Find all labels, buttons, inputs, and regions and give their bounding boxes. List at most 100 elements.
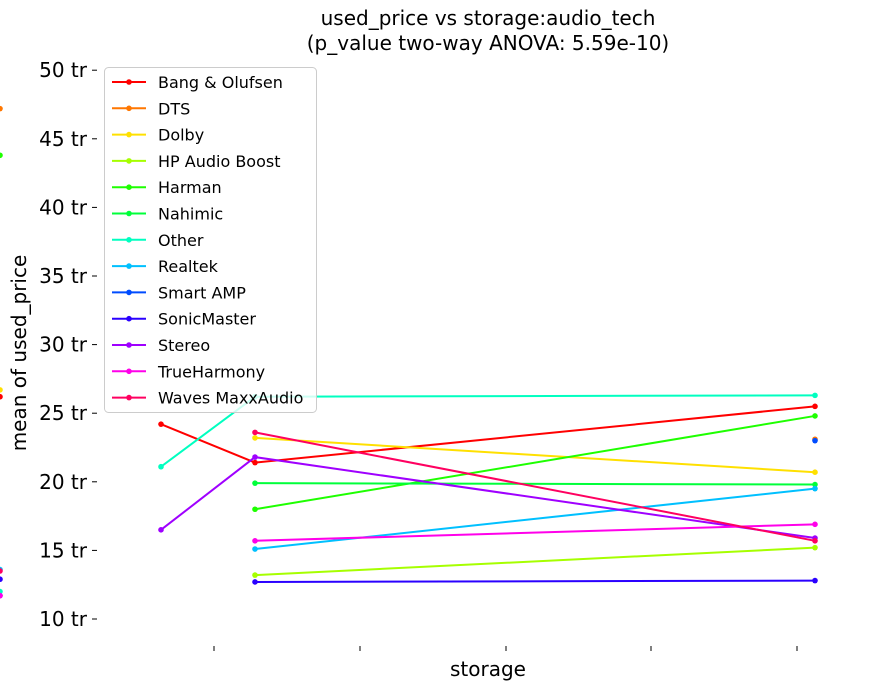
series-hp-audio-boost	[252, 544, 818, 578]
legend-label: Waves MaxxAudio	[158, 389, 303, 408]
data-point	[812, 413, 818, 419]
data-point	[0, 152, 3, 159]
legend-item: Dolby	[112, 126, 204, 145]
legend-item: DTS	[112, 99, 190, 118]
legend-swatch-marker	[126, 158, 132, 164]
y-tick-label: 20 tr	[39, 470, 88, 494]
data-point	[252, 506, 258, 513]
legend-swatch-marker	[126, 315, 132, 322]
data-point	[0, 387, 3, 393]
y-tick-label: 45 tr	[39, 127, 88, 151]
y-tick-label: 30 tr	[39, 333, 88, 357]
series-harman	[0, 152, 818, 513]
series-stereo	[0, 454, 818, 599]
legend-swatch-marker	[126, 263, 132, 269]
data-point	[812, 392, 818, 399]
series-waves-maxxaudio	[0, 429, 818, 574]
legend-label: Smart AMP	[158, 283, 246, 302]
legend-swatch-marker	[126, 342, 132, 348]
data-point	[252, 480, 258, 486]
series-dolby	[0, 387, 818, 475]
series-trueharmony	[0, 521, 818, 599]
legend-label: TrueHarmony	[157, 362, 265, 381]
series-line	[254, 431, 816, 542]
data-point	[812, 485, 818, 492]
legend-swatch-marker	[126, 105, 132, 112]
legend-item: TrueHarmony	[112, 362, 265, 381]
legend-label: Nahimic	[158, 205, 223, 224]
data-point	[812, 544, 818, 551]
series-line	[254, 546, 816, 577]
legend-swatch-marker	[126, 184, 132, 190]
data-point	[0, 588, 3, 595]
y-tick-label: 25 tr	[39, 401, 88, 425]
series-nahimic	[252, 480, 818, 488]
legend-swatch-marker	[126, 289, 132, 296]
legend-item: Bang & Olufsen	[112, 73, 283, 92]
data-point	[252, 579, 258, 585]
y-tick-label: 50 tr	[39, 58, 88, 82]
series-line	[160, 456, 816, 540]
legend-item: Nahimic	[112, 205, 223, 224]
data-point	[252, 537, 258, 544]
data-point	[0, 105, 3, 112]
y-tick-label: 15 tr	[39, 538, 88, 562]
legend-item: Realtek	[112, 257, 219, 276]
legend-frame	[104, 67, 317, 413]
data-point	[158, 463, 164, 470]
y-tick-label: 35 tr	[39, 264, 88, 288]
legend: Bang & Olufsen DTS Dolby HP Audio Boost Harm…	[104, 67, 317, 413]
series-line	[160, 405, 816, 464]
legend-label: DTS	[158, 99, 190, 118]
chart-title: used_price vs storage:audio_tech	[321, 6, 656, 30]
data-point	[812, 469, 818, 475]
legend-item: HP Audio Boost	[112, 152, 281, 171]
series-sonicmaster	[0, 576, 818, 585]
series-line	[254, 436, 816, 474]
series-line	[254, 482, 816, 486]
legend-label: Bang & Olufsen	[158, 73, 283, 92]
legend-item: SonicMaster	[112, 310, 256, 329]
data-point	[252, 572, 258, 578]
data-point	[0, 576, 3, 583]
legend-item: Harman	[112, 178, 222, 197]
legend-swatch-marker	[126, 394, 132, 401]
y-tick-label: 10 tr	[39, 607, 88, 631]
legend-label: Other	[158, 231, 204, 250]
data-point	[812, 403, 818, 410]
legend-label: SonicMaster	[158, 310, 256, 329]
series-other	[0, 392, 818, 595]
x-axis-label: storage	[450, 657, 526, 681]
data-point	[252, 435, 258, 441]
legend-label: HP Audio Boost	[158, 152, 281, 171]
data-point	[252, 429, 258, 436]
series-line	[254, 414, 816, 511]
data-point	[0, 592, 3, 599]
legend-label: Dolby	[158, 126, 204, 145]
legend-item: Waves MaxxAudio	[112, 389, 303, 408]
y-tick-label: 40 tr	[39, 195, 88, 219]
data-point	[0, 568, 3, 574]
series-realtek	[0, 485, 818, 573]
legend-label: Realtek	[158, 257, 219, 276]
y-axis-label: mean of used_price	[7, 255, 31, 452]
series-line	[254, 579, 816, 583]
data-point	[252, 454, 258, 460]
data-point	[252, 459, 258, 466]
data-point	[812, 521, 818, 528]
legend-swatch-marker	[126, 368, 132, 375]
legend-label: Harman	[158, 178, 222, 197]
series-line	[254, 523, 816, 542]
legend-swatch-marker	[126, 79, 132, 85]
legend-item: Smart AMP	[112, 283, 246, 302]
legend-item: Other	[112, 231, 204, 250]
data-point	[812, 577, 818, 584]
y-axis: 10 tr 15 tr 20 tr 25 tr 30 tr 35 tr 40 tr 45 tr…	[39, 58, 97, 631]
series-bang-olufsen	[0, 393, 818, 466]
legend-item: Stereo	[112, 336, 210, 355]
data-point	[0, 393, 3, 400]
data-point	[812, 537, 818, 544]
legend-swatch-marker	[126, 237, 132, 243]
chart-subtitle: (p_value two-way ANOVA: 5.59e-10)	[307, 31, 669, 55]
